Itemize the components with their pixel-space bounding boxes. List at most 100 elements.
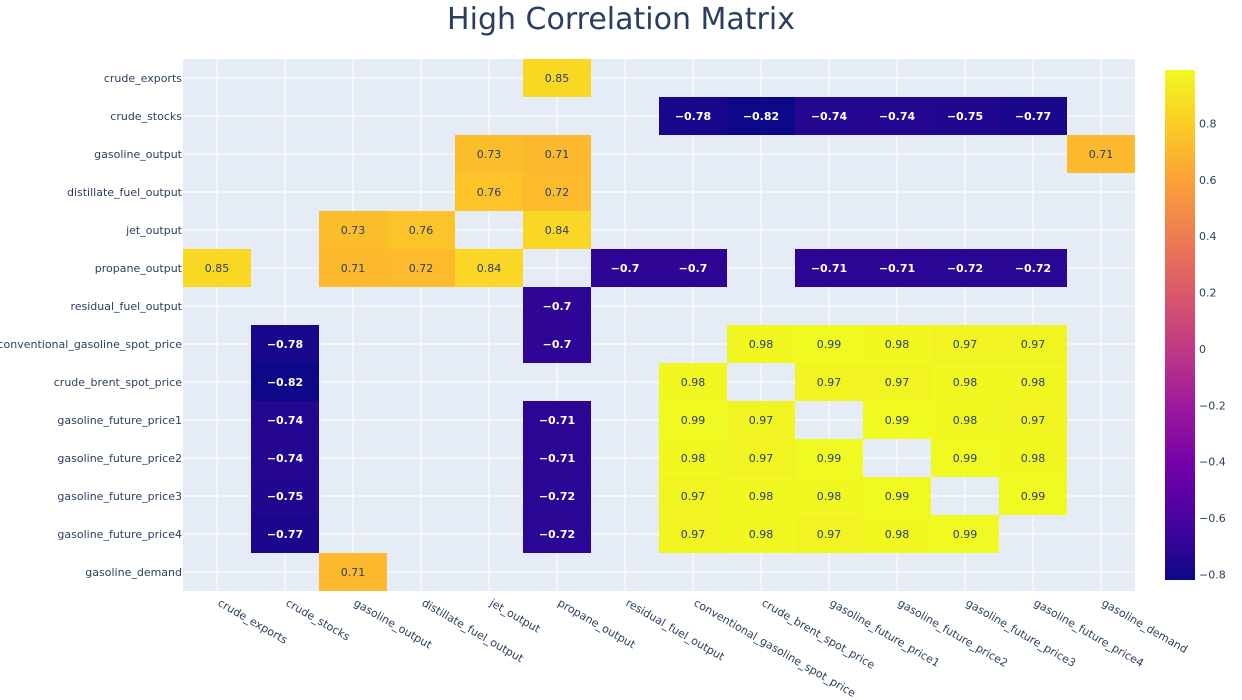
colorbar-tick-label: 0.4 xyxy=(1199,230,1217,243)
y-tick-label: gasoline_future_price2 xyxy=(57,452,182,465)
heatmap-cell xyxy=(251,401,319,439)
cell-value-label: 0.99 xyxy=(817,452,842,465)
heatmap-cell xyxy=(319,249,387,287)
cell-value-label: 0.84 xyxy=(477,262,502,275)
heatmap-cell xyxy=(863,401,931,439)
heatmap-cell xyxy=(863,325,931,363)
y-axis-labels: crude_exports crude_stocks gasoline_output… xyxy=(0,72,183,579)
heatmap-cell xyxy=(251,439,319,477)
cell-value-label: 0.99 xyxy=(681,414,706,427)
heatmap-cell xyxy=(863,363,931,401)
cell-value-label: 0.99 xyxy=(953,452,978,465)
heatmap-cell xyxy=(455,135,523,173)
cell-value-label: −0.7 xyxy=(679,262,708,275)
heatmap-cell xyxy=(931,401,999,439)
heatmap-cell xyxy=(523,515,591,553)
heatmap-cell xyxy=(863,477,931,515)
heatmap-cell xyxy=(931,97,999,135)
heatmap-cell xyxy=(795,477,863,515)
cell-value-label: 0.97 xyxy=(817,528,842,541)
heatmap-cell xyxy=(931,439,999,477)
cell-value-label: 0.98 xyxy=(953,376,978,389)
colorbar-tick-label: 0 xyxy=(1199,343,1206,356)
cell-value-label: −0.72 xyxy=(947,262,983,275)
y-tick-label: gasoline_demand xyxy=(85,566,182,579)
heatmap-cell xyxy=(795,515,863,553)
cell-value-label: 0.72 xyxy=(545,186,570,199)
cell-value-label: 0.98 xyxy=(885,528,910,541)
cell-value-label: 0.76 xyxy=(409,224,434,237)
cell-value-label: −0.74 xyxy=(811,110,848,123)
cell-value-label: 0.98 xyxy=(1021,376,1046,389)
heatmap-cell xyxy=(931,363,999,401)
heatmap-cell xyxy=(455,173,523,211)
heatmap-cell xyxy=(863,97,931,135)
cell-value-label: −0.82 xyxy=(267,376,303,389)
heatmap-cell xyxy=(251,477,319,515)
cell-value-label: 0.99 xyxy=(1021,490,1046,503)
cell-value-label: −0.72 xyxy=(1015,262,1051,275)
heatmap-cell xyxy=(251,515,319,553)
x-tick-label: crude_exports xyxy=(216,596,290,646)
cell-value-label: −0.71 xyxy=(539,414,575,427)
heatmap-cell xyxy=(863,249,931,287)
cell-value-label: −0.71 xyxy=(879,262,915,275)
cell-value-label: −0.7 xyxy=(611,262,640,275)
heatmap-cell xyxy=(523,287,591,325)
cell-value-label: 0.85 xyxy=(205,262,230,275)
heatmap-cell xyxy=(523,59,591,97)
colorbar-tick-label: −0.6 xyxy=(1199,512,1226,525)
cell-value-label: −0.75 xyxy=(267,490,303,503)
cell-value-label: −0.74 xyxy=(879,110,916,123)
heatmap-cell xyxy=(183,249,251,287)
x-tick-label: crude_brent_spot_price xyxy=(760,596,878,671)
heatmap-cell xyxy=(523,173,591,211)
cell-value-label: −0.72 xyxy=(539,490,575,503)
cell-value-label: 0.99 xyxy=(885,490,910,503)
cell-value-label: 0.71 xyxy=(341,262,366,275)
colorbar-tick-label: 0.6 xyxy=(1199,174,1217,187)
heatmap-cell xyxy=(523,439,591,477)
y-tick-label: gasoline_future_price4 xyxy=(57,528,182,541)
heatmap-cell xyxy=(999,477,1067,515)
heatmap-cell xyxy=(659,515,727,553)
heatmap-cell xyxy=(795,325,863,363)
heatmap-cell xyxy=(455,249,523,287)
heatmap-cell xyxy=(863,515,931,553)
cell-value-label: 0.98 xyxy=(681,376,706,389)
cell-value-label: 0.76 xyxy=(477,186,502,199)
cell-value-label: −0.74 xyxy=(267,452,304,465)
heatmap-cell xyxy=(727,439,795,477)
cell-value-label: 0.98 xyxy=(749,338,774,351)
y-tick-label: crude_exports xyxy=(104,72,182,85)
colorbar-tick-label: 0.2 xyxy=(1199,287,1217,300)
cell-value-label: 0.98 xyxy=(817,490,842,503)
y-tick-label: gasoline_future_price3 xyxy=(57,490,182,503)
cell-value-label: 0.98 xyxy=(681,452,706,465)
heatmap-cell xyxy=(999,249,1067,287)
heatmap-cell xyxy=(523,477,591,515)
colorbar-tick-label: −0.8 xyxy=(1199,568,1226,581)
cell-value-label: 0.71 xyxy=(341,566,366,579)
cell-value-label: 0.71 xyxy=(1089,148,1114,161)
heatmap-cell xyxy=(931,325,999,363)
cell-value-label: 0.97 xyxy=(953,338,978,351)
cell-value-label: 0.99 xyxy=(885,414,910,427)
y-tick-label: residual_fuel_output xyxy=(70,300,182,313)
colorbar: 0.8 0.6 0.4 0.2 0 −0.2 −0.4 −0.6 −0.8 xyxy=(1165,70,1226,581)
heatmap-cell xyxy=(727,515,795,553)
y-tick-label: jet_output xyxy=(125,224,183,237)
heatmap-cell xyxy=(931,515,999,553)
heatmap-cell xyxy=(999,439,1067,477)
cell-value-label: −0.74 xyxy=(267,414,304,427)
heatmap-cell xyxy=(659,363,727,401)
cell-value-label: 0.97 xyxy=(885,376,910,389)
heatmap-cell xyxy=(795,439,863,477)
y-tick-label: distillate_fuel_output xyxy=(67,186,183,199)
heatmap-cell xyxy=(251,325,319,363)
cell-value-label: 0.98 xyxy=(749,528,774,541)
heatmap-cell xyxy=(1067,135,1135,173)
heatmap-cell xyxy=(523,135,591,173)
cell-value-label: −0.71 xyxy=(811,262,847,275)
heatmap-cell xyxy=(387,211,455,249)
